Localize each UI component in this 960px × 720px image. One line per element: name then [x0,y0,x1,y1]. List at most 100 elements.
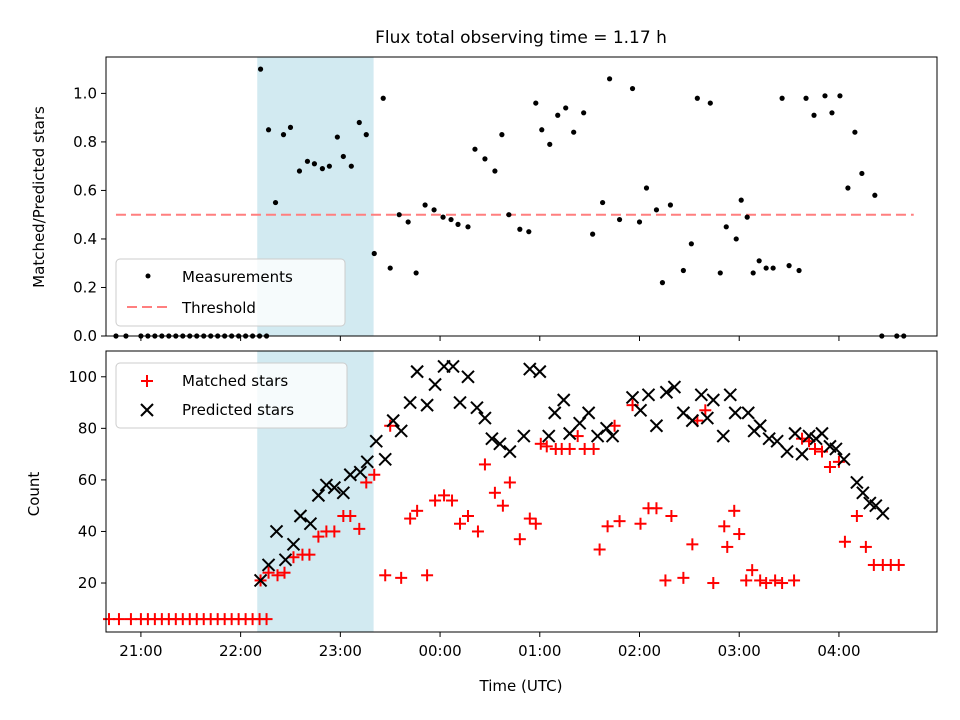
predicted-star-point [780,444,794,459]
measurement-point [448,216,454,223]
measurement-point [506,212,512,218]
matched-star-point [728,504,741,517]
measurement-point [796,267,802,274]
matched-star-point [446,494,459,507]
top-panel: 0.0 0.2 0.4 0.6 0.8 1.0 Flux total observing … [30,28,938,345]
measurement-point [517,226,523,232]
predicted-star-point [378,452,392,466]
legend-measurements-label: Measurements [182,268,293,286]
y-tick-label: 1.0 [73,84,97,102]
matched-star-point [650,502,663,515]
predicted-star-point [369,434,383,448]
measurement-point [526,229,532,235]
x-tick-label: 04:00 [817,642,860,660]
predicted-star-point [557,393,571,407]
measurement-point [440,214,446,220]
measurement-point [744,214,750,220]
measurement-point [396,212,402,218]
measurement-point [653,207,660,213]
measurement-point [334,134,340,140]
x-tick-label: 02:00 [618,642,661,660]
bottom-y-ticks: 20 40 60 80 100 [68,368,106,592]
matched-star-point [411,504,424,517]
predicted-star-point [453,395,467,410]
matched-star-point [262,566,275,579]
predicted-star-point [706,393,721,407]
measurement-point [363,132,369,138]
predicted-star-point [802,429,816,443]
measurement-point [750,270,756,276]
matched-star-point [395,571,408,584]
matched-star-point [534,437,547,450]
predicted-star-point [311,488,326,503]
matched-star-point [832,455,845,468]
top-y-ticks: 0.0 0.2 0.4 0.6 0.8 1.0 [73,84,106,345]
matched-star-point [303,548,316,561]
predicted-star-point [876,506,890,521]
measurement-point [600,199,606,206]
predicted-star-point [286,537,301,552]
matched-star-point [850,509,863,522]
measurement-point [845,185,851,191]
matched-star-point [503,476,516,489]
predicted-star-point [641,388,656,402]
matched-star-point [665,509,678,522]
predicted-stars-points [253,359,890,588]
legend-measurements-marker [145,273,151,279]
matched-star-point [540,440,553,453]
predicted-star-point [253,573,268,588]
measurement-point [380,95,386,101]
measurement-point [694,95,700,101]
measurement-point [296,168,303,174]
measurement-point [852,129,858,135]
predicted-star-point [659,385,674,399]
measurement-point [405,219,411,225]
matched-star-point [471,525,484,538]
matched-star-point [769,574,782,587]
measurement-point [319,166,325,172]
measurement-point [803,95,809,101]
matched-star-point [404,512,417,525]
matched-star-point [260,613,273,626]
legend-matched-marker [141,375,153,387]
x-tick-label: 03:00 [718,642,761,660]
predicted-star-point [523,362,537,376]
predicted-star-point [562,426,577,441]
measurement-point [563,105,569,111]
predicted-star-point [685,413,700,428]
bottom-y-axis-label: Count [25,472,43,517]
matched-star-point [513,533,526,546]
measurement-point [257,66,264,72]
y-tick-label: 40 [78,522,97,540]
y-tick-label: 80 [78,419,97,437]
measurement-point [348,163,354,169]
legend-threshold-label: Threshold [181,299,256,317]
x-tick-label: 23:00 [319,642,362,660]
predicted-star-point [269,524,284,539]
predicted-star-point [770,434,784,448]
x-tick-label: 01:00 [518,642,561,660]
matched-star-point [859,540,872,553]
predicted-star-point [293,509,308,523]
measurement-point [667,202,674,208]
top-legend: Measurements Threshold [115,258,346,327]
predicted-star-point [581,406,596,420]
predicted-star-point [319,478,334,492]
measurement-point [422,202,428,208]
matched-star-point [429,494,442,507]
predicted-star-point [633,403,648,418]
matched-star-point [379,569,392,582]
measurement-point [779,95,785,101]
predicted-star-point [446,359,460,374]
measurement-point [680,267,686,274]
predicted-star-point [485,431,499,446]
predicted-star-point [353,465,367,479]
measurement-point [387,265,393,271]
predicted-star-point [360,455,374,469]
measurement-point [539,127,545,133]
measurement-point [431,207,437,213]
predicted-star-point [548,406,562,420]
matched-star-point [760,577,773,590]
matched-star-point [488,486,501,499]
predicted-star-point [700,411,715,425]
